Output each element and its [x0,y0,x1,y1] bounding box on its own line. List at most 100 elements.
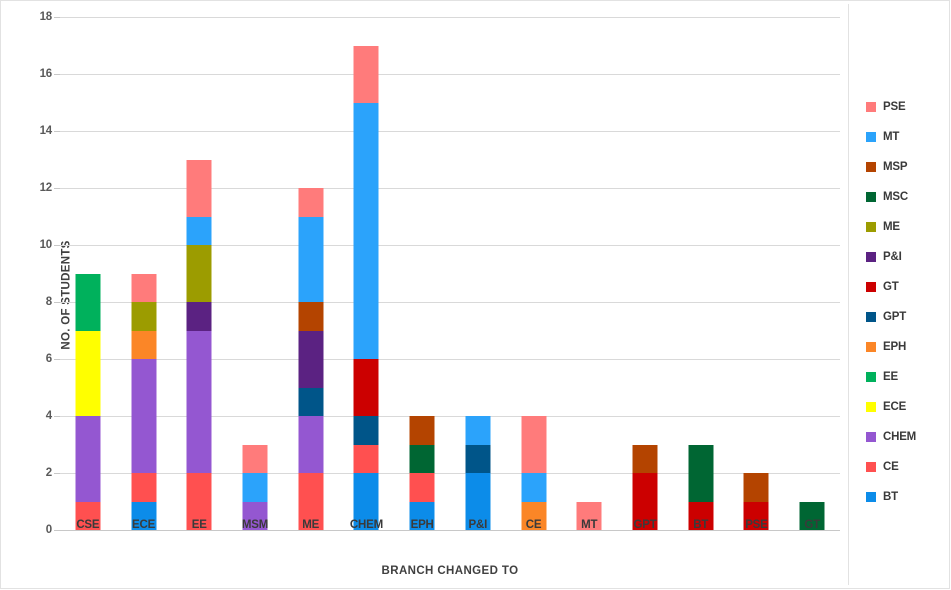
legend-item-ece[interactable]: ECE [866,392,916,422]
bar-segment-ce[interactable] [186,473,212,530]
bar-segment-pse[interactable] [521,416,547,473]
bar-segment-bt[interactable] [409,501,435,530]
y-axis-tick-mark [54,17,60,18]
bar-segment-pse[interactable] [353,45,379,103]
bar-segment-mt[interactable] [521,473,547,502]
bar-segment-ece[interactable] [75,330,101,416]
bar-segment-eph[interactable] [131,330,157,359]
bar-segment-pandi[interactable] [186,302,212,331]
legend-item-label: MT [883,131,900,143]
gridline [60,302,840,303]
x-axis-tick-label: PSE [745,519,768,531]
legend-item-ee[interactable]: EE [866,362,916,392]
gridline [60,17,840,18]
bar-segment-ce[interactable] [409,473,435,502]
bar-segment-pse[interactable] [298,188,324,217]
bar-ece[interactable] [131,273,157,530]
y-axis-tick-mark [54,131,60,132]
bar-bt[interactable] [688,444,714,530]
legend-item-label: PSE [883,101,906,113]
bar-segment-ee[interactable] [75,273,101,331]
bar-segment-msp[interactable] [632,444,658,473]
bar-segment-ce[interactable] [131,473,157,502]
bar-segment-gt[interactable] [353,359,379,416]
legend-item-gpt[interactable]: GPT [866,302,916,332]
bar-segment-eph[interactable] [521,501,547,530]
y-axis-tick-mark [54,74,60,75]
bar-segment-gpt[interactable] [298,387,324,416]
legend-swatch-icon [866,222,876,232]
bar-segment-msp[interactable] [298,302,324,331]
gridline [60,245,840,246]
gridline [60,359,840,360]
bar-me[interactable] [298,188,324,530]
bar-msm[interactable] [242,444,268,530]
bar-segment-pandi[interactable] [298,330,324,388]
bar-gpt[interactable] [632,444,658,530]
bar-gt[interactable] [799,501,825,530]
y-axis-tick-mark [54,302,60,303]
legend-item-chem[interactable]: CHEM [866,422,916,452]
bar-segment-pse[interactable] [186,159,212,217]
bar-cse[interactable] [75,273,101,530]
bar-segment-bt[interactable] [465,473,491,530]
bar-segment-pse[interactable] [131,273,157,302]
bar-pandi[interactable] [465,416,491,530]
bar-segment-msp[interactable] [409,416,435,445]
bar-segment-bt[interactable] [353,473,379,530]
bar-ce[interactable] [521,416,547,530]
bar-segment-msc[interactable] [799,501,825,530]
y-axis-tick-label: 0 [45,524,52,536]
bar-segment-me[interactable] [131,302,157,331]
bar-segment-mt[interactable] [242,473,268,502]
legend-item-msc[interactable]: MSC [866,182,916,212]
bar-segment-gt[interactable] [688,501,714,530]
bar-segment-chem[interactable] [242,501,268,530]
legend-item-mt[interactable]: MT [866,122,916,152]
legend-item-gt[interactable]: GT [866,272,916,302]
legend-item-me[interactable]: ME [866,212,916,242]
bar-pse[interactable] [743,473,769,530]
bar-mt[interactable] [576,501,602,530]
bar-segment-msp[interactable] [743,473,769,502]
y-axis-tick-mark [54,530,60,531]
legend-item-eph[interactable]: EPH [866,332,916,362]
bar-segment-mt[interactable] [298,216,324,302]
legend-item-ce[interactable]: CE [866,452,916,482]
bar-segment-mt[interactable] [353,102,379,359]
legend-item-pandi[interactable]: P&I [866,242,916,272]
bar-segment-mt[interactable] [465,416,491,445]
legend-item-msp[interactable]: MSP [866,152,916,182]
x-axis-tick-label: CE [525,519,542,531]
legend-swatch-icon [866,102,876,112]
legend-item-bt[interactable]: BT [866,482,916,512]
bar-ee[interactable] [186,159,212,530]
bar-segment-me[interactable] [186,245,212,302]
bar-segment-msc[interactable] [688,444,714,502]
x-axis-tick-label: EPH [410,519,434,531]
y-axis-tick-mark [54,473,60,474]
bar-segment-chem[interactable] [131,359,157,473]
x-axis-line [60,530,840,531]
bar-segment-bt[interactable] [131,501,157,530]
bar-segment-gpt[interactable] [353,416,379,445]
bar-segment-chem[interactable] [75,416,101,502]
bar-segment-mt[interactable] [186,216,212,245]
legend-item-pse[interactable]: PSE [866,92,916,122]
bar-segment-gt[interactable] [743,501,769,530]
bar-segment-gt[interactable] [632,473,658,530]
bar-eph[interactable] [409,416,435,530]
bar-segment-chem[interactable] [298,416,324,473]
bar-segment-pse[interactable] [576,501,602,530]
bar-segment-ce[interactable] [353,444,379,473]
bar-segment-ce[interactable] [75,501,101,530]
bar-segment-gpt[interactable] [465,444,491,473]
bar-segment-ce[interactable] [298,473,324,530]
bar-segment-pse[interactable] [242,444,268,473]
y-axis-tick-label: 14 [39,125,53,137]
bar-segment-msc[interactable] [409,444,435,473]
bar-segment-chem[interactable] [186,330,212,473]
legend-item-label: BT [883,491,898,503]
legend-item-label: CE [883,461,899,473]
bar-chem[interactable] [353,45,379,530]
